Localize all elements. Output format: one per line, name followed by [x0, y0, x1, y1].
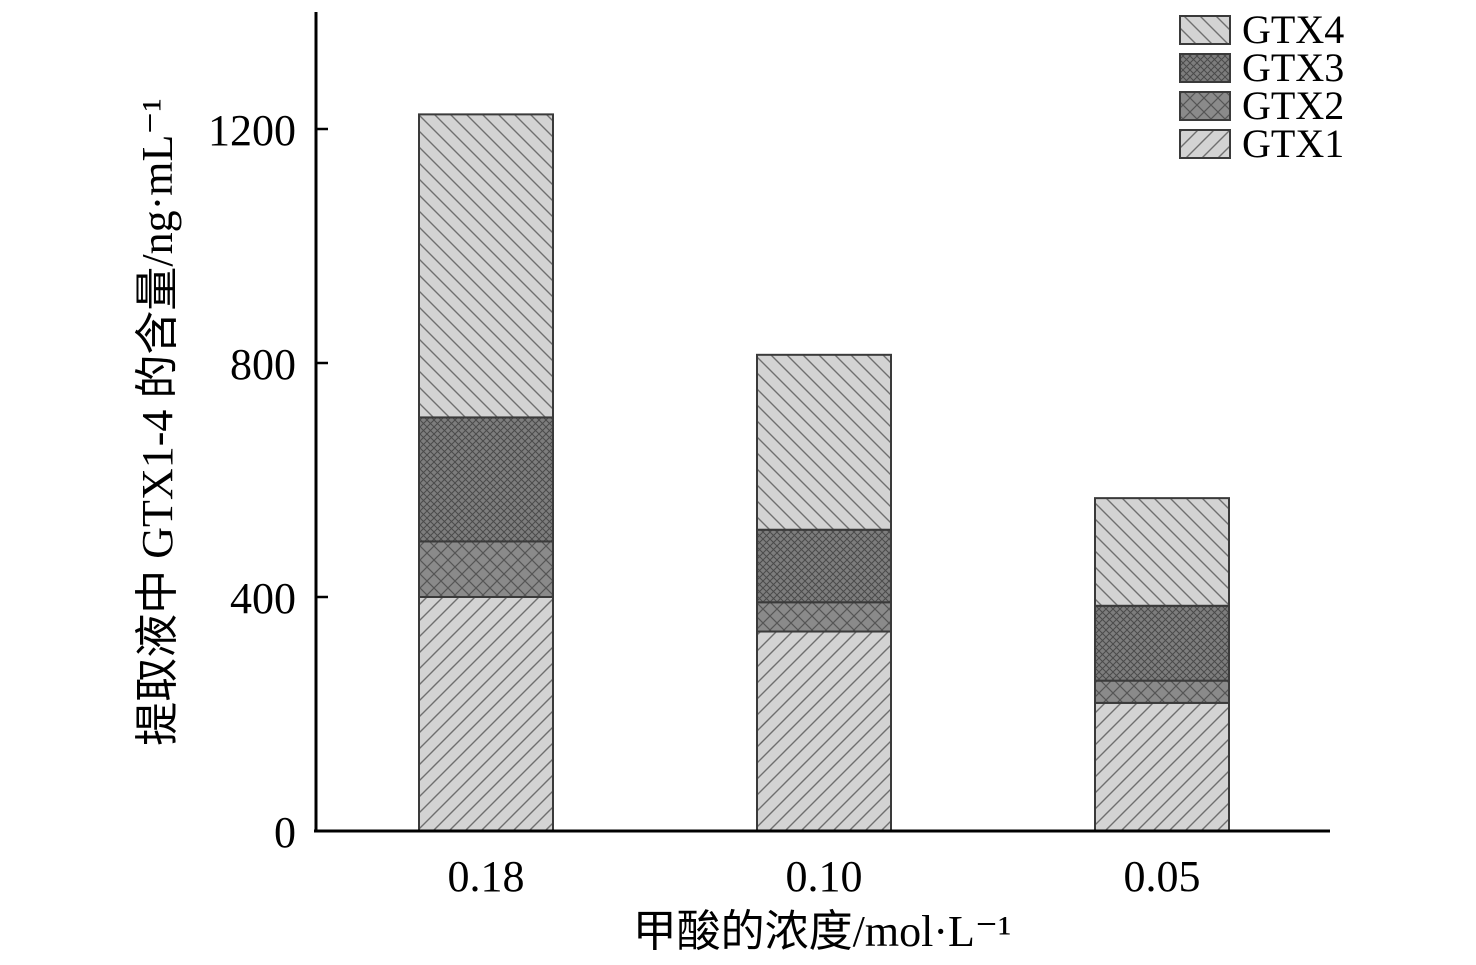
legend-label-gtx2: GTX2 — [1242, 83, 1344, 128]
bar-gtx1-0_18 — [418, 596, 554, 832]
bar-gtx3-0_10 — [756, 528, 892, 604]
x-tick-label: 0.10 — [786, 852, 863, 901]
bar-gtx1-0_05 — [1094, 701, 1230, 833]
y-tick-label: 1200 — [208, 106, 296, 155]
bar-gtx2-0_10 — [756, 601, 892, 633]
bar-gtx2-0_05 — [1094, 679, 1230, 704]
legend-label-gtx4: GTX4 — [1242, 7, 1344, 52]
y-axis-label: 提取液中 GTX1-4 的含量/ng·mL⁻¹ — [133, 98, 182, 745]
legend-swatch-gtx2 — [1179, 91, 1231, 121]
bar-gtx1-0_10 — [756, 630, 892, 833]
y-tick-label: 400 — [230, 574, 296, 623]
bar-gtx3-0_05 — [1094, 604, 1230, 682]
x-ticks: 0.18 0.10 0.05 — [448, 852, 1201, 901]
x-tick-label: 0.05 — [1124, 852, 1201, 901]
legend-label-gtx1: GTX1 — [1242, 121, 1344, 166]
bar-gtx4-0_10 — [756, 353, 892, 531]
bar-gtx4-0_18 — [418, 113, 554, 419]
legend-swatch-gtx1 — [1179, 129, 1231, 159]
bar-gtx3-0_18 — [418, 416, 554, 543]
bar-gtx4-0_05 — [1094, 497, 1230, 607]
bar-gtx2-0_18 — [418, 540, 554, 598]
bars-layer — [418, 113, 1230, 833]
legend-swatch-gtx4 — [1179, 15, 1231, 45]
legend-swatch-gtx3 — [1179, 53, 1231, 83]
x-axis-label: 甲酸的浓度/mol·L⁻¹ — [633, 907, 1012, 956]
y-tick-label: 0 — [274, 808, 296, 857]
y-tick-label: 800 — [230, 340, 296, 389]
x-tick-label: 0.18 — [448, 852, 525, 901]
legend-label-gtx3: GTX3 — [1242, 45, 1344, 90]
y-ticks: 0 400 800 1200 — [208, 106, 328, 857]
